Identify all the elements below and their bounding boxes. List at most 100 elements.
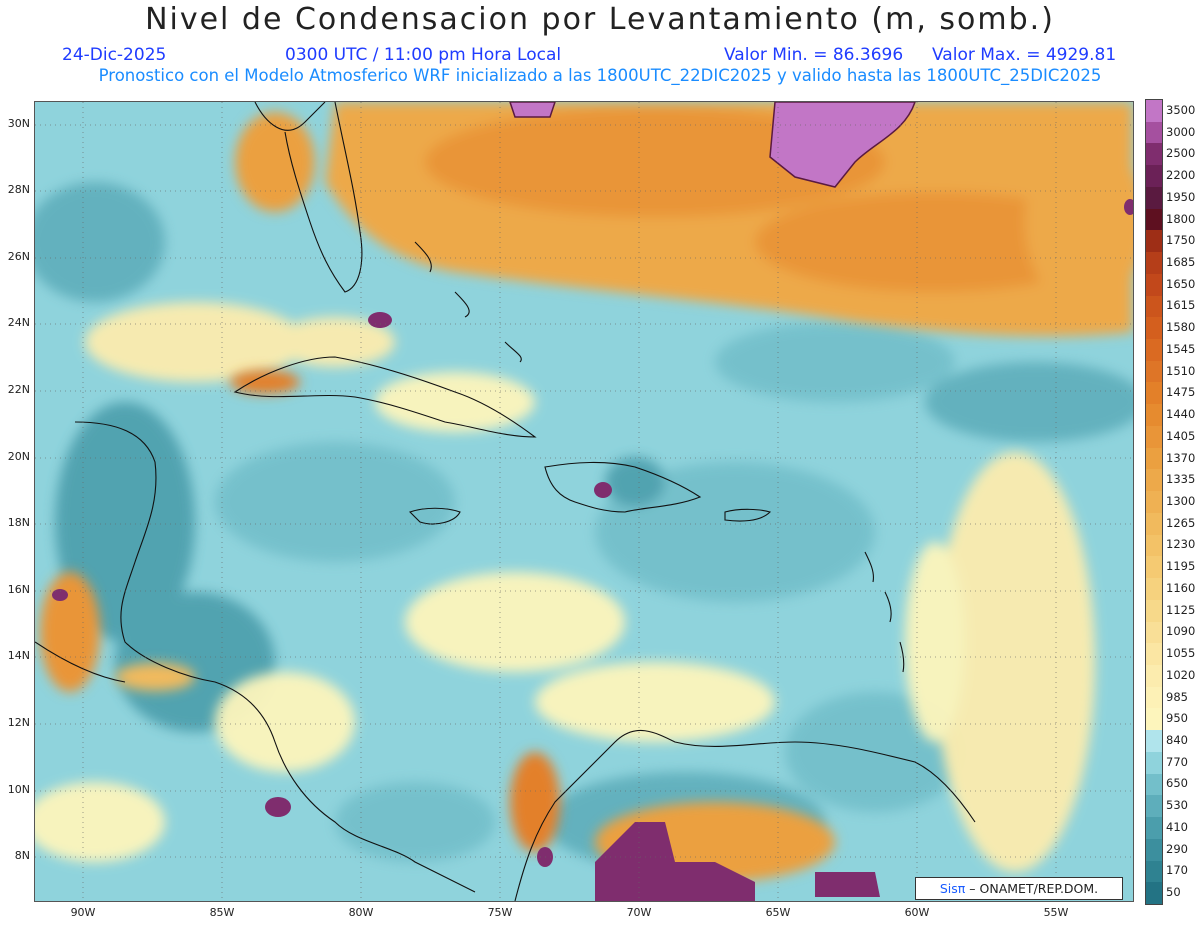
colorbar-label: 1800 xyxy=(1166,211,1196,226)
lat-label-12n: 12N xyxy=(7,716,30,729)
colorbar xyxy=(1145,99,1163,905)
colorbar-segment xyxy=(1146,491,1162,514)
colorbar-segment xyxy=(1146,643,1162,666)
colorbar-label: 2500 xyxy=(1166,146,1196,161)
colorbar-segment xyxy=(1146,751,1162,775)
lat-label-22n: 22N xyxy=(7,383,30,396)
colorbar-segment xyxy=(1146,795,1162,818)
colorbar-label: 1475 xyxy=(1166,385,1196,400)
lon-label-65w: 65W xyxy=(765,906,791,919)
colorbar-label: 1440 xyxy=(1166,407,1196,422)
forecast-date: 24-Dic-2025 xyxy=(62,45,167,65)
colorbar-label: 985 xyxy=(1166,689,1188,704)
colorbar-label: 1370 xyxy=(1166,450,1196,465)
colorbar-label: 1090 xyxy=(1166,624,1196,639)
colorbar-label: 1950 xyxy=(1166,189,1196,204)
colorbar-segment xyxy=(1146,273,1162,297)
map-area xyxy=(34,101,1134,902)
colorbar-segment xyxy=(1146,708,1162,731)
lat-label-28n: 28N xyxy=(7,183,30,196)
lat-label-18n: 18N xyxy=(7,516,30,529)
colorbar-segment xyxy=(1146,404,1162,427)
credit-org: – ONAMET/REP.DOM. xyxy=(969,881,1099,896)
colorbar-label: 1160 xyxy=(1166,580,1196,595)
colorbar-segment xyxy=(1146,686,1162,709)
lon-label-55w: 55W xyxy=(1043,906,1069,919)
colorbar-segment xyxy=(1146,860,1162,883)
colorbar-segment xyxy=(1146,664,1162,688)
colorbar-segment xyxy=(1146,599,1162,622)
lon-label-90w: 90W xyxy=(70,906,96,919)
forecast-time: 0300 UTC / 11:00 pm Hora Local xyxy=(285,45,562,65)
colorbar-label: 1335 xyxy=(1166,472,1196,487)
colorbar-segment xyxy=(1146,230,1162,253)
lat-label-16n: 16N xyxy=(7,583,30,596)
colorbar-label: 1615 xyxy=(1166,298,1196,313)
colorbar-segment xyxy=(1146,360,1162,383)
colorbar-label: 50 xyxy=(1166,885,1181,900)
lon-label-85w: 85W xyxy=(209,906,235,919)
colorbar-segment xyxy=(1146,578,1162,601)
lon-label-75w: 75W xyxy=(487,906,513,919)
colorbar-label: 3000 xyxy=(1166,124,1196,139)
colorbar-segment xyxy=(1146,730,1162,753)
lat-label-14n: 14N xyxy=(7,649,30,662)
colorbar-segment xyxy=(1146,186,1162,210)
map-title: Nivel de Condensacion por Levantamiento … xyxy=(145,2,1055,37)
colorbar-label: 770 xyxy=(1166,754,1188,769)
colorbar-segment xyxy=(1146,425,1162,449)
colorbar-segment xyxy=(1146,469,1162,492)
lat-label-26n: 26N xyxy=(7,250,30,263)
colorbar-label: 290 xyxy=(1166,841,1188,856)
colorbar-label: 1020 xyxy=(1166,667,1196,682)
colorbar-segment xyxy=(1146,817,1162,840)
lat-label-24n: 24N xyxy=(7,316,30,329)
colorbar-segment xyxy=(1146,534,1162,557)
colorbar-label: 1750 xyxy=(1166,233,1196,248)
colorbar-segment xyxy=(1146,556,1162,579)
credit-box: Sisπ – ONAMET/REP.DOM. xyxy=(915,877,1123,900)
colorbar-segment xyxy=(1146,882,1162,905)
colorbar-label: 1650 xyxy=(1166,276,1196,291)
lon-label-80w: 80W xyxy=(348,906,374,919)
max-value: Valor Max. = 4929.81 xyxy=(932,45,1117,65)
colorbar-label: 1300 xyxy=(1166,494,1196,508)
colorbar-segment xyxy=(1146,838,1162,862)
colorbar-segment xyxy=(1146,100,1162,123)
colorbar-segment xyxy=(1146,121,1162,144)
colorbar-label: 1230 xyxy=(1166,537,1196,552)
colorbar-segment xyxy=(1146,621,1162,644)
colorbar-segment xyxy=(1146,317,1162,340)
colorbar-label: 530 xyxy=(1166,798,1188,813)
map-field xyxy=(35,102,1133,901)
lon-label-70w: 70W xyxy=(626,906,652,919)
lon-label-60w: 60W xyxy=(904,906,930,919)
lat-label-20n: 20N xyxy=(7,450,30,463)
colorbar-label: 1265 xyxy=(1166,515,1196,530)
colorbar-label: 2200 xyxy=(1166,168,1196,183)
colorbar-label: 3500 xyxy=(1166,102,1196,117)
model-subtitle: Pronostico con el Modelo Atmosferico WRF… xyxy=(98,66,1102,85)
lat-label-30n: 30N xyxy=(7,117,30,130)
colorbar-label: 840 xyxy=(1166,733,1188,748)
colorbar-segment xyxy=(1146,382,1162,405)
colorbar-label: 1685 xyxy=(1166,254,1196,269)
colorbar-label: 170 xyxy=(1166,863,1188,878)
min-value: Valor Min. = 86.3696 xyxy=(724,45,904,65)
colorbar-label: 1125 xyxy=(1166,602,1196,617)
colorbar-segment xyxy=(1146,165,1162,188)
colorbar-segment xyxy=(1146,295,1162,318)
colorbar-label: 1055 xyxy=(1166,646,1196,661)
colorbar-segment xyxy=(1146,143,1162,166)
colorbar-label: 1580 xyxy=(1166,320,1196,335)
colorbar-segment xyxy=(1146,447,1162,470)
colorbar-label: 1195 xyxy=(1166,559,1196,574)
colorbar-segment xyxy=(1146,773,1162,796)
lat-label-10n: 10N xyxy=(7,783,30,796)
colorbar-label: 650 xyxy=(1166,776,1188,791)
colorbar-label: 950 xyxy=(1166,711,1188,726)
colorbar-segment xyxy=(1146,512,1162,536)
colorbar-segment xyxy=(1146,208,1162,231)
colorbar-label: 1405 xyxy=(1166,428,1196,443)
colorbar-label: 410 xyxy=(1166,819,1188,834)
